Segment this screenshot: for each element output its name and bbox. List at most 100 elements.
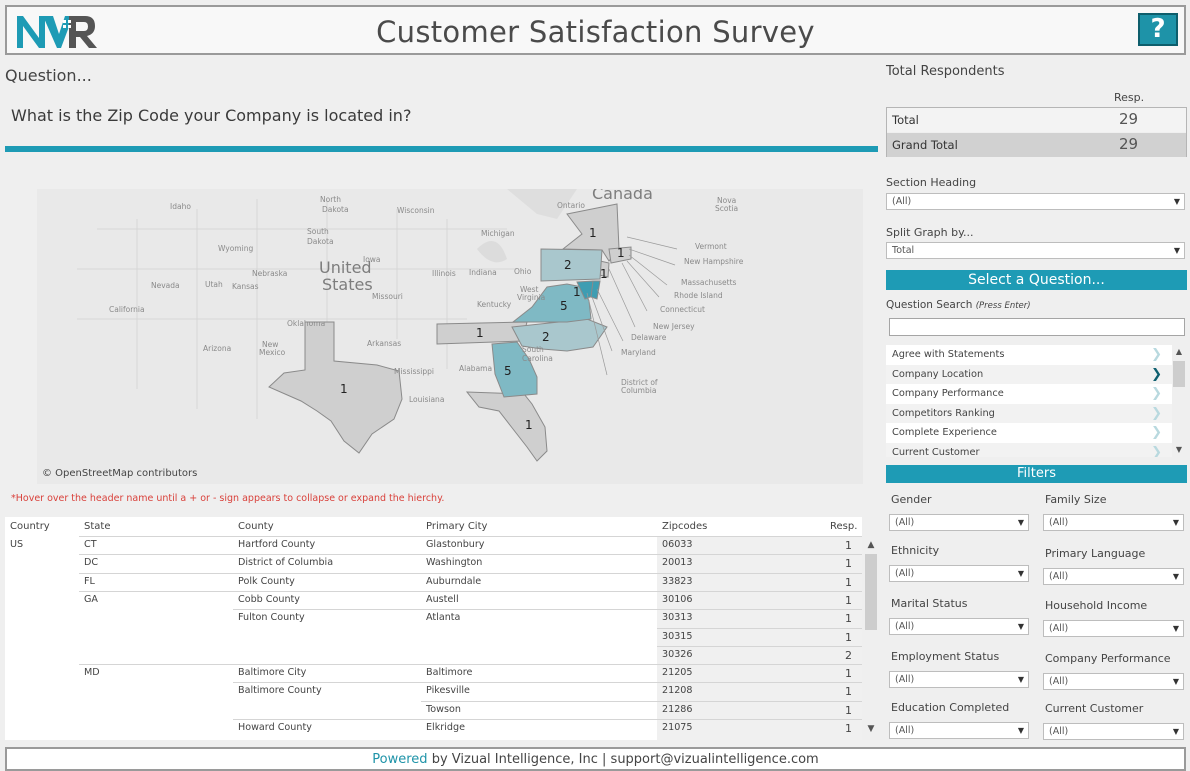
section-heading-dropdown[interactable]: (All) ▼ [886, 193, 1185, 210]
filter-value: (All) [1049, 623, 1069, 634]
svg-text:Maryland: Maryland [621, 348, 656, 357]
filter-dropdown[interactable]: (All) ▼ [1043, 514, 1184, 531]
cell-zip: 20013 [662, 557, 693, 569]
cell-city: Austell [426, 593, 459, 605]
hierarchy-hint: *Hover over the header name until a + or… [11, 493, 445, 504]
cell-resp: 1 [845, 685, 852, 699]
footer: Powered by Vizual Intelligence, Inc | su… [5, 747, 1186, 771]
filter-dropdown[interactable]: (All) ▼ [1043, 568, 1184, 585]
svg-text:Kansas: Kansas [232, 282, 259, 291]
row-divider [79, 572, 862, 574]
cell-county: Cobb County [238, 593, 300, 605]
svg-text:Dakota: Dakota [307, 237, 334, 246]
cell-resp: 1 [845, 593, 852, 607]
svg-text:Wyoming: Wyoming [218, 244, 253, 253]
table-scrollbar[interactable]: ▲ ▼ [864, 540, 878, 740]
map-label-united: United [319, 258, 372, 277]
filter-label: Ethnicity [891, 544, 940, 557]
state-TX[interactable] [268, 321, 403, 454]
svg-text:Utah: Utah [205, 280, 223, 289]
filter-label: Marital Status [891, 597, 968, 610]
resp-header: Resp. [1114, 91, 1145, 104]
question-list-item[interactable]: Company Performance ❯ [886, 384, 1172, 403]
question-list-item[interactable]: Complete Experience ❯ [886, 423, 1172, 442]
cell-county: Fulton County [238, 612, 305, 624]
filter-dropdown[interactable]: (All) ▼ [889, 722, 1029, 739]
question-list-item[interactable]: Competitors Ranking ❯ [886, 403, 1172, 423]
row-divider [79, 664, 862, 666]
question-search-input[interactable] [889, 318, 1185, 336]
cell-zip: 06033 [662, 539, 693, 550]
cell-city: Pikesville [426, 685, 470, 697]
question-search-hint: (Press Enter) [975, 301, 1031, 311]
filter-value: (All) [1049, 571, 1069, 582]
filter-value: (All) [895, 725, 915, 736]
cell-county: Polk County [238, 575, 295, 587]
scroll-down-icon[interactable]: ▼ [867, 724, 875, 734]
help-button[interactable]: ? [1138, 13, 1178, 46]
filter-dropdown[interactable]: (All) ▼ [889, 671, 1029, 688]
count-ga: 5 [504, 364, 512, 378]
cell-zip: 30106 [662, 593, 693, 605]
state-NY[interactable] [561, 203, 620, 262]
filter-value: (All) [1049, 517, 1069, 528]
col-header-city[interactable]: Primary City [426, 521, 488, 532]
scroll-up-icon[interactable]: ▲ [1175, 347, 1183, 356]
us-map[interactable]: North Dakota South Dakota Wisconsin Michiga… [37, 189, 863, 484]
col-header-resp[interactable]: Resp. [830, 521, 858, 532]
svg-text:Wisconsin: Wisconsin [397, 206, 435, 215]
filter-dropdown[interactable]: (All) ▼ [889, 565, 1029, 582]
chevron-right-icon: ❯ [1151, 425, 1162, 440]
split-graph-dropdown[interactable]: Total ▼ [886, 242, 1185, 259]
count-ny: 1 [589, 226, 597, 240]
svg-text:West: West [520, 285, 538, 294]
svg-text:New Hampshire: New Hampshire [684, 257, 744, 266]
cell-county: Baltimore City [238, 667, 307, 679]
question-list-item[interactable]: Agree with Statements ❯ [886, 345, 1172, 364]
cell-city: Atlanta [426, 612, 461, 624]
cell-zip: 30313 [662, 612, 693, 624]
question-list-item[interactable]: Current Customer ❯ [886, 442, 1172, 458]
state-DE[interactable] [590, 280, 601, 300]
scroll-thumb[interactable] [865, 554, 877, 630]
cell-resp: 2 [845, 648, 852, 662]
filter-dropdown[interactable]: (All) ▼ [1043, 620, 1184, 637]
chevron-right-icon: ❯ [1151, 405, 1162, 421]
question-list-item-label: Current Customer [892, 446, 980, 458]
scroll-up-icon[interactable]: ▲ [867, 540, 875, 550]
svg-text:Missouri: Missouri [372, 292, 403, 301]
filter-dropdown[interactable]: (All) ▼ [889, 618, 1029, 635]
state-FL[interactable] [465, 391, 548, 462]
count-va: 5 [560, 299, 568, 313]
col-header-county[interactable]: County [238, 521, 274, 532]
filter-dropdown[interactable]: (All) ▼ [889, 514, 1029, 531]
col-header-country[interactable]: Country [10, 521, 50, 532]
chevron-down-icon: ▼ [1173, 246, 1180, 255]
svg-text:New Jersey: New Jersey [653, 322, 695, 331]
state-PA[interactable] [540, 248, 603, 282]
section-heading-label: Section Heading [886, 176, 977, 189]
question-search-text: Question Search [886, 299, 973, 311]
filter-dropdown[interactable]: (All) ▼ [1043, 723, 1184, 740]
chevron-down-icon: ▼ [1172, 518, 1179, 527]
scroll-down-icon[interactable]: ▼ [1175, 445, 1183, 454]
cell-city: Towson [426, 703, 461, 715]
question-list-item[interactable]: Company Location ❯ [886, 364, 1172, 384]
chevron-down-icon: ▼ [1017, 518, 1024, 527]
question-search-label: Question Search (Press Enter) [886, 299, 1031, 311]
svg-text:Arizona: Arizona [203, 344, 231, 353]
filter-dropdown[interactable]: (All) ▼ [1043, 673, 1184, 690]
col-header-zip[interactable]: Zipcodes [662, 521, 708, 532]
question-list-scrollbar[interactable]: ▲ ▼ [1172, 345, 1186, 457]
cell-city: Baltimore [426, 667, 473, 679]
cell-resp: 1 [845, 612, 852, 626]
total-row: Total 29 [887, 108, 1186, 132]
state-GA[interactable] [491, 341, 538, 398]
state-CT[interactable] [608, 246, 632, 264]
footer-text: by Vizual Intelligence, Inc | support@vi… [431, 752, 819, 767]
scroll-thumb[interactable] [1173, 361, 1185, 387]
state-NC[interactable] [511, 318, 608, 352]
col-header-state[interactable]: State [84, 521, 111, 532]
grand-total-row: Grand Total 29 [887, 133, 1186, 157]
count-md: 1 [573, 285, 581, 299]
